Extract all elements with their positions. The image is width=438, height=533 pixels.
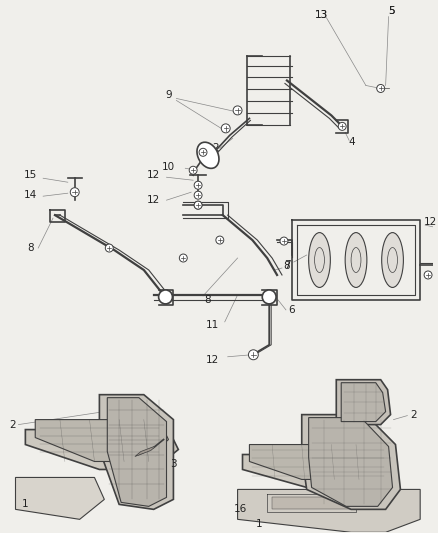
Text: 3: 3	[170, 459, 177, 470]
Circle shape	[194, 191, 202, 199]
Text: 6: 6	[289, 305, 295, 315]
Polygon shape	[135, 446, 157, 456]
Ellipse shape	[309, 232, 330, 287]
Circle shape	[194, 181, 202, 189]
Ellipse shape	[262, 290, 276, 304]
Circle shape	[248, 350, 258, 360]
Polygon shape	[309, 417, 392, 506]
Text: 4: 4	[349, 138, 355, 147]
Text: 2: 2	[410, 410, 417, 419]
Circle shape	[194, 201, 202, 209]
Text: 1: 1	[22, 499, 28, 510]
Ellipse shape	[345, 232, 367, 287]
Circle shape	[179, 254, 187, 262]
Text: 11: 11	[206, 320, 219, 330]
Circle shape	[221, 124, 230, 133]
Text: 1: 1	[256, 519, 263, 529]
Circle shape	[199, 148, 207, 156]
Text: 13: 13	[315, 10, 328, 20]
Circle shape	[280, 237, 288, 245]
Text: 12: 12	[424, 217, 437, 227]
Text: 13: 13	[315, 10, 328, 20]
Text: 7: 7	[284, 260, 290, 270]
Text: 5: 5	[388, 6, 395, 15]
Text: 8: 8	[205, 295, 211, 305]
Text: 5: 5	[388, 6, 395, 15]
Circle shape	[216, 236, 224, 244]
Polygon shape	[107, 398, 166, 506]
Circle shape	[189, 166, 197, 174]
Polygon shape	[15, 478, 104, 519]
Polygon shape	[237, 489, 420, 532]
Text: 12: 12	[147, 195, 160, 205]
Ellipse shape	[197, 142, 219, 168]
Polygon shape	[35, 419, 169, 462]
Text: 2: 2	[9, 419, 16, 430]
Polygon shape	[302, 415, 400, 510]
Circle shape	[424, 271, 432, 279]
Text: 2: 2	[212, 143, 219, 154]
Text: 8: 8	[284, 261, 290, 271]
Circle shape	[70, 188, 79, 197]
Text: 10: 10	[162, 162, 175, 172]
Circle shape	[233, 106, 242, 115]
Ellipse shape	[381, 232, 403, 287]
Text: 16: 16	[234, 504, 247, 514]
Polygon shape	[272, 497, 351, 510]
Ellipse shape	[159, 290, 173, 304]
Polygon shape	[25, 430, 178, 470]
Polygon shape	[249, 445, 388, 480]
Polygon shape	[99, 394, 173, 510]
Text: 15: 15	[24, 170, 37, 180]
Text: 8: 8	[27, 243, 34, 253]
Text: 12: 12	[147, 170, 160, 180]
Text: 12: 12	[206, 355, 219, 365]
Polygon shape	[341, 383, 385, 422]
Circle shape	[105, 244, 113, 252]
Text: 9: 9	[165, 91, 172, 100]
Polygon shape	[243, 455, 396, 487]
Circle shape	[377, 84, 385, 92]
Circle shape	[338, 123, 346, 131]
Text: 14: 14	[24, 190, 37, 200]
Circle shape	[194, 201, 202, 209]
Polygon shape	[336, 379, 391, 425]
